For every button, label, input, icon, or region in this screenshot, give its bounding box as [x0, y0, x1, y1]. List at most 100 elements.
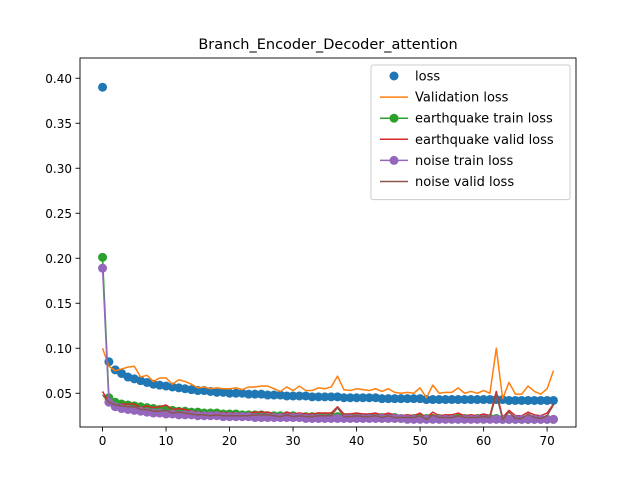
data-point-loss-51: [421, 395, 431, 405]
data-point-loss-44: [377, 394, 387, 404]
x-tick-label: 30: [285, 434, 300, 448]
data-point-loss-15: [193, 386, 203, 396]
axes: 0 10 20 30 40 50 60 70 0.05 0.10 0.15 0.20 0.25 0.30 0…: [45, 57, 577, 448]
data-point-loss-0: [98, 82, 108, 92]
data-point-loss-64: [504, 395, 514, 405]
series-layer: [98, 82, 558, 424]
data-point-loss-27: [269, 390, 279, 400]
legend-item-noise-train-loss: noise train loss: [380, 154, 513, 169]
data-point-loss-66: [517, 395, 527, 405]
data-point-loss-52: [428, 395, 438, 405]
data-point-loss-31: [294, 391, 304, 401]
y-tick-label: 0.10: [45, 342, 72, 356]
data-point-noise-train-loss-62: [491, 414, 501, 424]
y-tick-label: 0.05: [45, 387, 72, 401]
y-tick-label: 0.20: [45, 252, 72, 266]
data-point-loss-60: [479, 395, 489, 405]
data-point-loss-33: [307, 392, 317, 402]
data-point-noise-train-loss-20: [225, 412, 235, 422]
data-point-loss-39: [345, 393, 355, 403]
y-tick-label: 0.30: [45, 162, 72, 176]
series-markers-loss: [98, 82, 558, 405]
data-point-loss-58: [466, 395, 476, 405]
legend-marker-earthquake-train-loss: [389, 113, 399, 123]
data-point-loss-56: [453, 395, 463, 405]
x-tick-label: 40: [349, 434, 364, 448]
series-line-validation-loss: [101, 347, 555, 400]
data-point-loss-45: [383, 394, 393, 404]
legend-label-noise-valid-loss: noise valid loss: [415, 175, 514, 190]
data-point-earthquake-train-loss-0: [98, 252, 108, 262]
data-point-loss-23: [244, 389, 254, 399]
data-point-loss-26: [263, 390, 273, 400]
data-point-loss-54: [440, 395, 450, 405]
data-point-loss-38: [339, 393, 349, 403]
legend-label-validation-loss: Validation loss: [415, 91, 509, 106]
legend-item-earthquake-valid-loss: earthquake valid loss: [380, 133, 554, 148]
data-point-loss-29: [282, 391, 292, 401]
data-point-noise-train-loss-0: [98, 263, 108, 273]
data-point-loss-70: [542, 395, 552, 405]
data-point-loss-46: [390, 394, 400, 404]
data-point-noise-train-loss-64: [504, 414, 514, 424]
y-tick-label: 0.35: [45, 117, 72, 131]
legend-label-loss: loss: [415, 70, 440, 85]
data-point-loss-61: [485, 395, 495, 405]
legend-marker-noise-train-loss: [389, 155, 399, 165]
data-point-loss-67: [523, 395, 533, 405]
data-point-noise-train-loss-67: [523, 414, 533, 424]
x-tick-label: 70: [539, 434, 554, 448]
data-point-noise-train-loss-37: [333, 413, 343, 423]
data-point-loss-40: [352, 393, 362, 403]
chart-title: Branch_Encoder_Decoder_attention: [198, 37, 457, 53]
data-point-loss-34: [313, 392, 323, 402]
data-point-loss-36: [326, 392, 336, 402]
data-point-noise-train-loss-15: [193, 411, 203, 421]
data-point-noise-train-loss-71: [548, 414, 558, 424]
x-tick-label: 20: [222, 434, 237, 448]
x-tick-label: 10: [158, 434, 173, 448]
data-point-loss-30: [288, 391, 298, 401]
data-point-loss-57: [460, 395, 470, 405]
legend-label-noise-train-loss: noise train loss: [415, 154, 513, 169]
y-tick-label: 0.25: [45, 207, 72, 221]
data-point-loss-47: [396, 394, 406, 404]
axes-frame: [79, 57, 577, 428]
series-line-noise-valid-loss: [101, 393, 555, 421]
data-point-loss-68: [529, 395, 539, 405]
data-point-loss-20: [225, 388, 235, 398]
data-point-loss-55: [447, 395, 457, 405]
data-point-loss-24: [250, 389, 260, 399]
y-tick-label: 0.40: [45, 72, 72, 86]
data-point-noise-train-loss-19: [218, 412, 228, 422]
legend-label-earthquake-valid-loss: earthquake valid loss: [415, 133, 554, 148]
data-point-loss-48: [402, 394, 412, 404]
data-point-loss-65: [510, 395, 520, 405]
data-point-loss-71: [548, 395, 558, 405]
x-tick-label: 50: [412, 434, 427, 448]
legend-marker-loss: [389, 71, 399, 81]
data-point-loss-42: [364, 393, 374, 403]
data-point-loss-21: [231, 388, 241, 398]
data-point-loss-41: [358, 393, 368, 403]
legend-item-validation-loss: Validation loss: [380, 91, 509, 106]
x-tick-label: 60: [476, 434, 491, 448]
data-point-loss-18: [212, 387, 222, 397]
legend-item-earthquake-train-loss: earthquake train loss: [380, 112, 553, 127]
data-point-noise-train-loss-22: [237, 412, 247, 422]
legend-label-earthquake-train-loss: earthquake train loss: [415, 112, 553, 127]
x-tick-label: 0: [99, 434, 107, 448]
data-point-loss-35: [320, 392, 330, 402]
data-point-loss-69: [536, 395, 546, 405]
plot-area: [98, 82, 558, 424]
y-tick-label: 0.15: [45, 297, 72, 311]
legend-item-loss: loss: [389, 70, 440, 85]
legend-item-noise-valid-loss: noise valid loss: [380, 175, 514, 190]
data-point-noise-train-loss-21: [231, 412, 241, 422]
data-point-loss-59: [472, 395, 482, 405]
data-point-noise-train-loss-16: [199, 411, 209, 421]
data-point-loss-53: [434, 395, 444, 405]
legend: loss Validation loss earthquake train loss…: [370, 64, 571, 201]
data-point-loss-49: [409, 394, 419, 404]
